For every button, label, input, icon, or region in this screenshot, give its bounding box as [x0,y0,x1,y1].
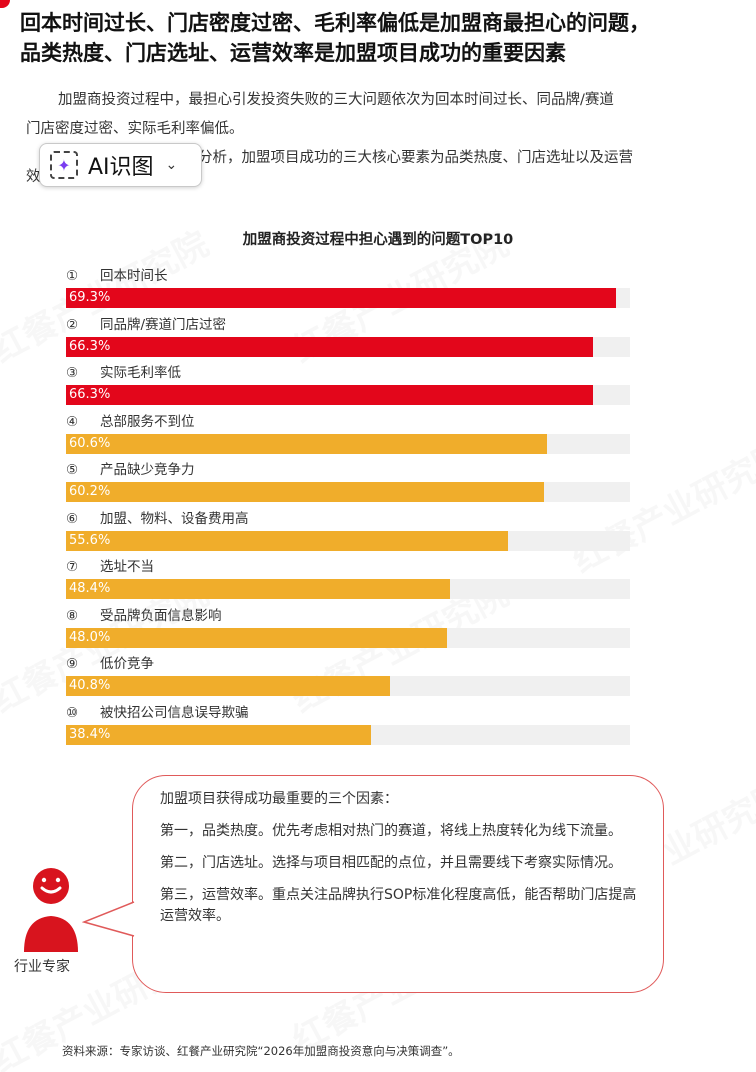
bar [66,385,593,405]
sparkle-icon: ✦ [50,151,78,179]
bar [66,433,548,454]
category-text: 实际毛利率低 [100,365,181,381]
category-text: 加盟、物料、设备费用高 [100,510,249,527]
bar [66,676,391,696]
bar [66,627,448,648]
rank-number: ① [66,268,79,284]
intro-line: 分析，加盟项目成功的三大核心要素为品类热度、门店选址以及运营 [198,150,633,166]
bar-value-label: 48.0% [69,629,111,645]
rank-number: ⑥ [66,510,79,527]
page-title-line: 回本时间过长、门店密度过密、毛利率偏低是加盟商最担心的问题， [20,11,650,35]
bar-category-label: ⑥ 加盟、物料、设备费用高 [66,507,632,531]
bar-row: ⑩ 被快招公司信息误导欺骗 38.4% [66,701,632,750]
speech-bubble [132,775,664,993]
bar-row: ① 回本时间长 69.3% [66,264,632,313]
rank-number: ⑨ [66,656,79,672]
bar [66,579,451,599]
bar-value-label: 60.6% [69,435,111,451]
category-text: 回本时间长 [100,268,168,284]
bar-category-label: ④ 总部服务不到位 [66,410,632,434]
bar-category-label: ⑨ 低价竞争 [66,652,632,676]
bar-row: ⑤ 产品缺少竞争力 60.2% [66,458,632,507]
bar [66,336,593,357]
bar-category-label: ⑩ 被快招公司信息误导欺骗 [66,701,632,725]
bar-category-label: ⑤ 产品缺少竞争力 [66,458,632,482]
corner-accent [0,0,10,8]
bar-value-label: 38.4% [69,726,111,742]
expert-label: 行业专家 [14,959,70,975]
bar-value-label: 69.3% [69,290,111,305]
expert-point: 第一，品类热度。优先考虑相对热门的赛道，将线上热度转化为线下流量。 [160,823,622,839]
expert-point: 第三，运营效率。重点关注品牌执行SOP标准化程度高低，能否帮助门店提高运营效率。 [160,887,637,924]
category-text: 低价竞争 [100,656,154,672]
bar-track: 69.3% [66,288,630,308]
source-note: 资料来源：专家访谈、红餐产业研究院“2026年加盟商投资意向与决策调查”。 [62,1044,460,1058]
bar-row: ⑨ 低价竞争 40.8% [66,652,632,701]
bar-value-label: 48.4% [69,581,111,596]
bar [66,530,508,551]
expert-avatar-icon [24,868,78,952]
ai-image-recognition-button[interactable]: ✦ AI识图 ⌄ [39,143,202,187]
bar-track: 66.3% [66,336,630,357]
bar-track: 38.4% [66,724,630,745]
ai-button-label: AI识图 [88,155,154,180]
category-text: 产品缺少竞争力 [100,462,195,478]
bar-category-label: ① 回本时间长 [66,264,632,288]
bar-category-label: ⑦ 选址不当 [66,555,632,579]
bar-track: 55.6% [66,530,630,551]
bar-category-label: ⑧ 受品牌负面信息影响 [66,604,632,628]
intro-line: 门店密度过密、实际毛利率偏低。 [26,121,244,137]
rank-number: ④ [66,413,79,430]
bar-row: ⑧ 受品牌负面信息影响 48.0% [66,604,632,653]
page-title: 回本时间过长、门店密度过密、毛利率偏低是加盟商最担心的问题， 品类热度、门店选址… [20,8,750,68]
expert-point: 第二，门店选址。选择与项目相匹配的点位，并且需要线下考察实际情况。 [160,855,622,871]
bar-value-label: 66.3% [69,338,111,354]
rank-number: ⑤ [66,462,79,478]
rank-number: ② [66,316,79,333]
bar-track: 48.4% [66,579,630,599]
bar-value-label: 40.8% [69,678,111,693]
bar-row: ⑦ 选址不当 48.4% [66,555,632,604]
bar-track: 60.6% [66,433,630,454]
category-text: 总部服务不到位 [100,413,195,430]
bar-chart: ① 回本时间长 69.3% ② 同品牌/赛道门店过密 66.3% ③ 实际毛利率低 66.3% ④… [66,264,632,749]
expert-quote: 加盟项目获得成功最重要的三个因素： 第一，品类热度。优先考虑相对热门的赛道，将线… [160,789,650,938]
rank-number: ⑦ [66,559,79,575]
category-text: 选址不当 [100,559,154,575]
rank-number: ⑩ [66,704,79,721]
bar-row: ③ 实际毛利率低 66.3% [66,361,632,410]
bar-track: 48.0% [66,627,630,648]
bar-category-label: ② 同品牌/赛道门店过密 [66,313,632,337]
bar-row: ② 同品牌/赛道门店过密 66.3% [66,313,632,362]
bar [66,288,617,308]
chevron-down-icon: ⌄ [165,157,178,173]
bar-row: ④ 总部服务不到位 60.6% [66,410,632,459]
bar [66,482,545,502]
bar-track: 40.8% [66,676,630,696]
page-title-line: 品类热度、门店选址、运营效率是加盟项目成功的重要因素 [20,41,566,65]
expert-heading: 加盟项目获得成功最重要的三个因素： [160,791,398,807]
bar-row: ⑥ 加盟、物料、设备费用高 55.6% [66,507,632,556]
bar-value-label: 66.3% [69,387,111,402]
bar-category-label: ③ 实际毛利率低 [66,361,632,385]
speech-bubble-tail [82,901,137,937]
chart-title: 加盟商投资过程中担心遇到的问题TOP10 [242,232,514,248]
category-text: 同品牌/赛道门店过密 [100,316,227,333]
bar-track: 60.2% [66,482,630,502]
category-text: 受品牌负面信息影响 [100,607,222,624]
rank-number: ⑧ [66,607,79,624]
rank-number: ③ [66,365,79,381]
bar-value-label: 60.2% [69,484,111,499]
intro-line: 加盟商投资过程中，最担心引发投资失败的三大问题依次为回本时间过长、同品牌/赛道 [58,92,614,108]
category-text: 被快招公司信息误导欺骗 [100,704,249,721]
bar-value-label: 55.6% [69,532,111,548]
bar [66,724,371,745]
bar-track: 66.3% [66,385,630,405]
